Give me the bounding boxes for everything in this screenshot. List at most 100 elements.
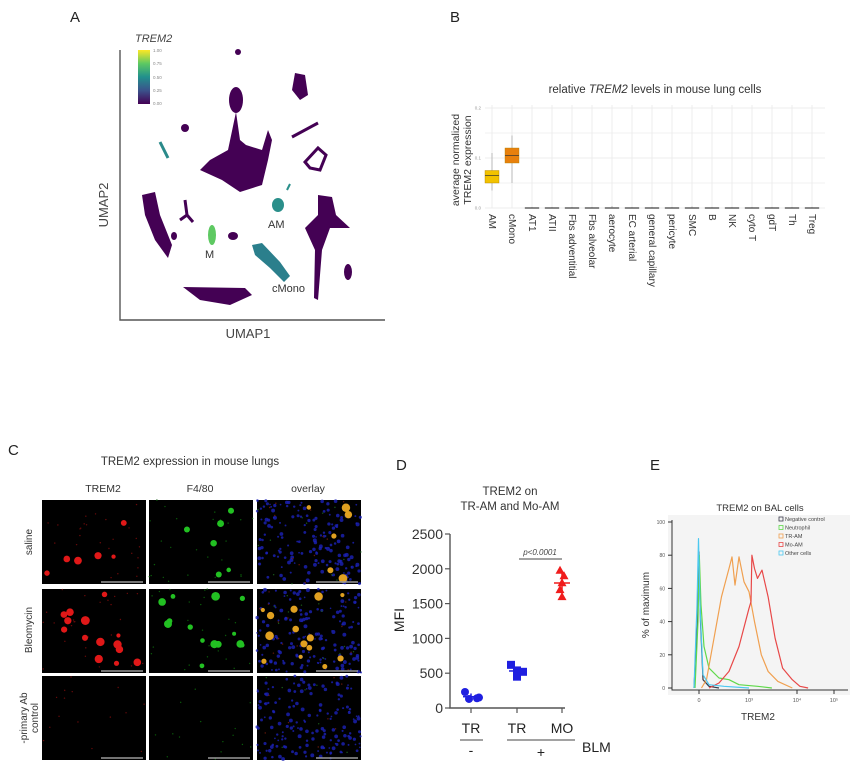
nucleus-dot (263, 702, 266, 705)
nucleus-dot (279, 547, 282, 550)
stained-cell (340, 592, 345, 598)
nucleus-dot (348, 708, 352, 711)
category-label: SMC (686, 214, 697, 236)
nucleus-dot (293, 674, 297, 678)
nucleus-dot (263, 533, 267, 536)
background-dot (108, 547, 110, 550)
background-dot (61, 588, 64, 591)
nucleus-dot (339, 561, 344, 566)
panel-label-c: C (8, 442, 19, 459)
nucleus-dot (335, 567, 340, 572)
nucleus-dot (270, 725, 274, 730)
background-dot (195, 549, 198, 551)
background-dot (117, 686, 119, 689)
nucleus-dot (303, 624, 308, 629)
category-label: TR (462, 720, 481, 736)
y-tick-label: 1500 (412, 596, 443, 612)
nucleus-dot (295, 653, 299, 657)
nucleus-dot (303, 719, 306, 722)
background-dot (334, 506, 336, 509)
background-dot (72, 619, 75, 621)
stained-cell (215, 571, 222, 578)
nucleus-dot (278, 550, 282, 554)
nucleus-dot (342, 707, 345, 710)
stained-cell (227, 507, 235, 514)
nucleus-dot (357, 659, 360, 662)
nucleus-dot (357, 581, 362, 586)
background-dot (149, 520, 151, 522)
micrograph-no-primary-control-trem2 (42, 676, 146, 760)
background-dot (85, 524, 88, 526)
nucleus-dot (348, 626, 351, 629)
background-dot (142, 662, 144, 665)
chart-e-axes (671, 520, 848, 691)
nucleus-dot (286, 712, 290, 717)
nucleus-dot (339, 559, 343, 563)
nucleus-dot (314, 638, 316, 640)
nucleus-dot (297, 727, 299, 729)
nucleus-dot (314, 632, 319, 636)
background-dot (265, 676, 268, 679)
stained-cell (210, 539, 217, 547)
nucleus-dot (260, 518, 263, 521)
nucleus-dot (260, 545, 264, 550)
nucleus-dot (267, 688, 270, 691)
row-label-bleomycin: Bleomycin (24, 607, 35, 653)
nucleus-dot (355, 715, 358, 718)
nucleus-dot (278, 697, 281, 700)
nucleus-dot (255, 649, 259, 652)
nucleus-dot (333, 643, 337, 647)
background-dot (321, 512, 324, 514)
nucleus-dot (299, 727, 303, 731)
nucleus-dot (283, 595, 286, 597)
stained-cell (300, 640, 308, 648)
nucleus-dot (359, 671, 363, 674)
stained-cell (217, 520, 225, 528)
nucleus-dot (283, 590, 287, 595)
nucleus-dot (340, 663, 345, 668)
stained-cell (292, 625, 300, 633)
background-dot (75, 543, 78, 546)
nucleus-dot (274, 701, 277, 705)
background-dot (73, 621, 75, 623)
background-dot (154, 734, 157, 736)
background-dot (107, 599, 109, 602)
nucleus-dot (357, 622, 360, 626)
nucleus-dot (258, 699, 262, 704)
legend-label: Negative control (785, 517, 825, 523)
nucleus-dot (303, 750, 307, 754)
nucleus-dot (299, 504, 302, 507)
nucleus-dot (274, 668, 278, 672)
legend-swatch (778, 525, 784, 530)
background-dot (277, 637, 280, 640)
background-dot (225, 658, 227, 660)
nucleus-dot (326, 502, 330, 506)
nucleus-dot (278, 668, 280, 671)
y-tick-label: 2000 (412, 561, 443, 577)
nucleus-dot (307, 651, 310, 654)
nucleus-dot (356, 716, 361, 721)
background-dot (300, 604, 303, 606)
background-dot (316, 684, 318, 687)
category-label: Fbs adventitial (566, 214, 577, 278)
nucleus-dot (277, 619, 280, 622)
nucleus-dot (349, 644, 353, 649)
nucleus-dot (279, 503, 282, 506)
stained-cell (306, 644, 313, 651)
background-dot (70, 676, 72, 678)
nucleus-dot (305, 588, 310, 593)
category-label: Treg (806, 214, 817, 234)
background-dot (298, 563, 300, 566)
nucleus-dot (259, 643, 262, 646)
legend-item: Other cells (778, 550, 812, 557)
umap-cluster-am (272, 198, 284, 212)
nucleus-dot (285, 670, 288, 673)
nucleus-dot (312, 547, 316, 552)
nucleus-dot (319, 534, 323, 537)
background-dot (228, 618, 230, 621)
background-dot (333, 677, 335, 679)
background-dot (117, 573, 119, 575)
nucleus-dot (264, 681, 268, 685)
nucleus-dot (258, 629, 262, 632)
data-point (513, 667, 521, 676)
